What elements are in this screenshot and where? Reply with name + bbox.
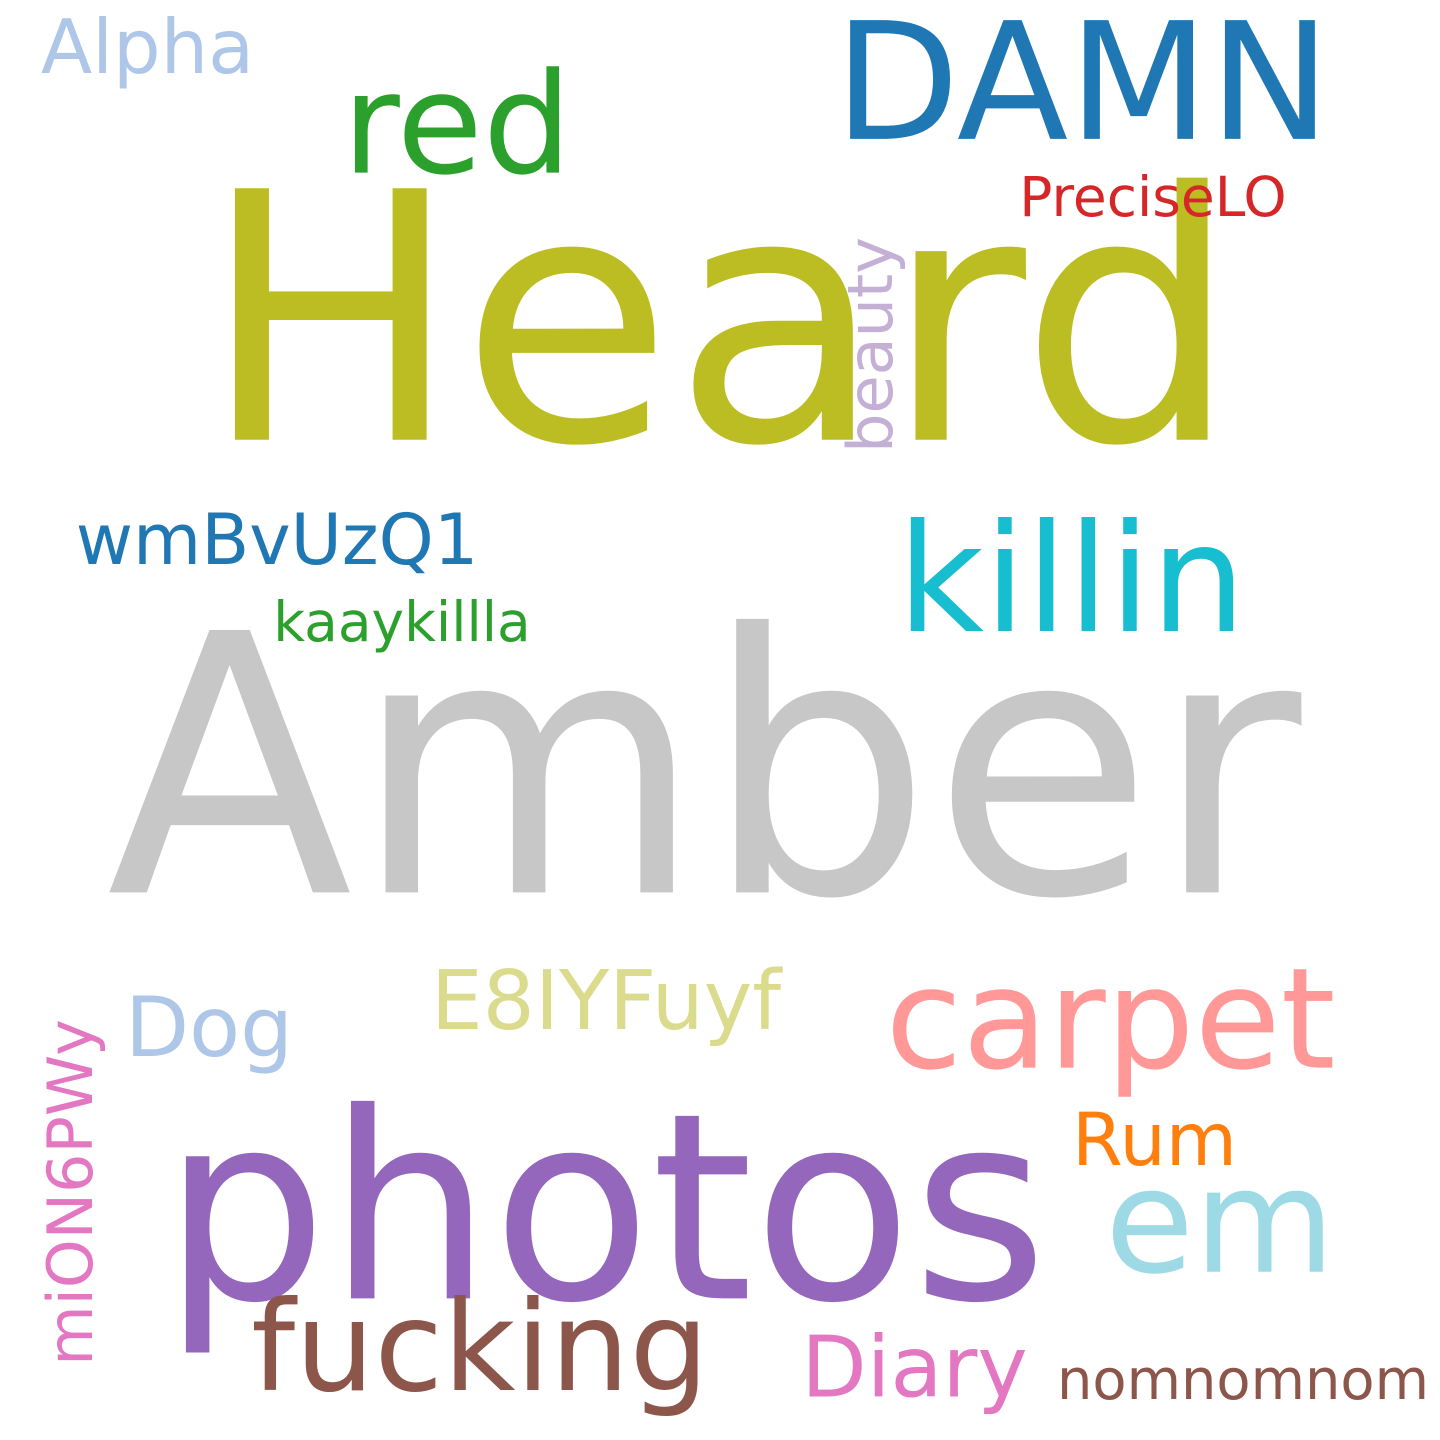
word-kaaykillla: kaaykillla (273, 590, 531, 655)
word-diary: Diary (801, 1317, 1028, 1417)
word-beauty: beauty (834, 237, 907, 453)
word-amber: Amber (106, 557, 1302, 979)
word-damn: DAMN (834, 0, 1331, 179)
word-em: em (1105, 1137, 1335, 1307)
word-killin: killin (897, 491, 1246, 667)
word-heard: Heard (201, 118, 1239, 523)
word-alpha: Alpha (40, 3, 255, 91)
word-mion6pwy: miON6PWy (34, 1019, 107, 1366)
word-rum: Rum (1072, 1096, 1237, 1183)
word-preciselo: PreciseLO (1019, 165, 1287, 230)
word-fucking: fucking (251, 1273, 709, 1420)
word-carpet: carpet (885, 937, 1336, 1102)
word-wmbvuzq1: wmBvUzQ1 (75, 498, 479, 581)
word-e8iyfuyf: E8IYFuyf (430, 952, 782, 1049)
word-red: red (342, 42, 572, 207)
word-nomnomnom: nomnomnom (1057, 1347, 1429, 1413)
word-photos: photos (162, 1056, 1048, 1361)
word-dog: Dog (125, 978, 293, 1076)
